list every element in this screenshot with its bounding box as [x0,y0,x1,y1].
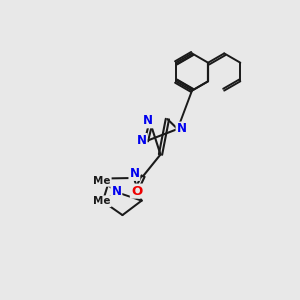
Text: N: N [176,122,187,136]
Text: Me: Me [93,176,111,186]
Text: N: N [129,167,140,180]
Text: O: O [131,184,142,198]
Text: N: N [111,185,122,198]
Text: Me: Me [93,196,111,206]
Text: N: N [136,134,147,147]
Text: N: N [143,114,153,128]
